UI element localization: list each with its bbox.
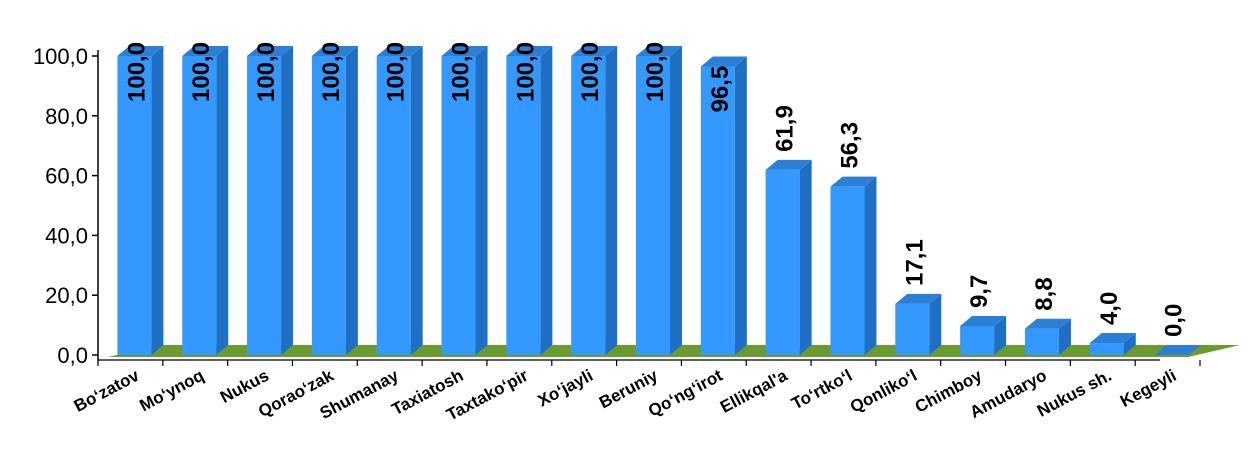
x-category-label: To‘rtko‘l	[788, 366, 855, 414]
bar	[766, 160, 812, 355]
data-label: 100,0	[642, 42, 669, 102]
bar-side	[281, 46, 293, 355]
data-label: 8,8	[1031, 277, 1058, 310]
bar	[1025, 319, 1071, 355]
y-tick-label: 40,0	[45, 223, 88, 248]
data-label: 100,0	[253, 42, 280, 102]
data-label: 100,0	[448, 42, 475, 102]
data-label: 100,0	[318, 42, 345, 102]
x-category-label: Kegeyli	[1117, 366, 1179, 411]
bar-side	[735, 56, 747, 355]
bar	[830, 177, 876, 355]
x-category-label: Ellikqal'a	[717, 366, 791, 417]
bar-side	[605, 46, 617, 355]
bar	[895, 294, 941, 355]
bar-side	[411, 46, 423, 355]
bar-side	[151, 46, 163, 355]
data-label: 9,7	[966, 275, 993, 308]
y-tick-label: 0,0	[57, 343, 88, 368]
data-label: 100,0	[577, 42, 604, 102]
bar-front	[895, 304, 929, 355]
data-label: 4,0	[1096, 292, 1123, 325]
data-label: 0,0	[1161, 304, 1188, 337]
data-label: 56,3	[836, 122, 863, 169]
bars: 100,0 100,0 100,0 100,0 100,0 100,0 100,0 100,0…	[117, 42, 1200, 355]
data-label: 100,0	[123, 42, 150, 102]
data-label: 61,9	[772, 105, 799, 152]
bar-side	[540, 46, 552, 355]
x-category-label: Mo‘ynoq	[136, 366, 207, 416]
y-tick-label: 20,0	[45, 283, 88, 308]
x-category-label: Qonliko‘l	[847, 366, 920, 417]
data-label: 17,1	[901, 239, 928, 286]
bar-side	[346, 46, 358, 355]
bar-front	[830, 187, 864, 355]
bar-front	[1090, 343, 1124, 355]
y-tick-label: 60,0	[45, 164, 88, 189]
data-label: 100,0	[512, 42, 539, 102]
y-tick-label: 80,0	[45, 104, 88, 129]
bar-front	[766, 170, 800, 355]
y-tick-label: 100,0	[33, 44, 88, 69]
data-label: 100,0	[383, 42, 410, 102]
data-label: 96,5	[707, 66, 734, 113]
x-category-label: Nukus sh.	[1034, 366, 1115, 421]
x-category-label: Qo‘ng‘irot	[645, 366, 726, 421]
bar-side	[670, 46, 682, 355]
bar-front	[960, 326, 994, 355]
bar-front	[1025, 329, 1059, 355]
x-category-label: Bo‘zatov	[71, 366, 143, 416]
bar-side	[216, 46, 228, 355]
bar-side	[864, 177, 876, 355]
x-category-label: Xo‘jayli	[535, 366, 596, 411]
bar-side	[929, 294, 941, 355]
data-label: 100,0	[188, 42, 215, 102]
bar-side	[800, 160, 812, 355]
bar	[960, 316, 1006, 355]
bar-side	[476, 46, 488, 355]
